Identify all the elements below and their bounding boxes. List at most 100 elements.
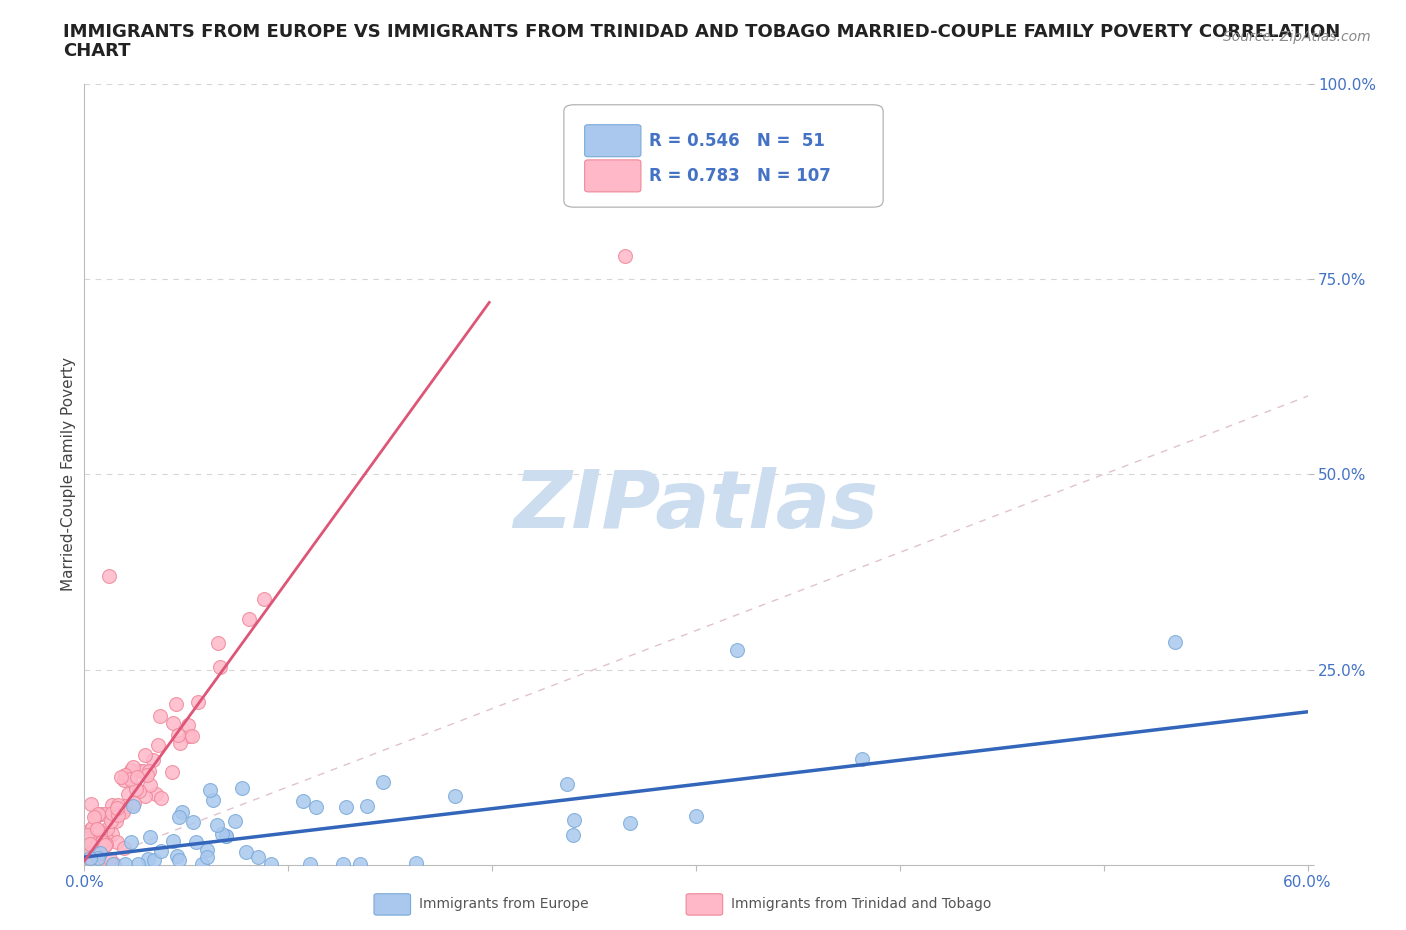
Point	[562, 828, 585, 843]
Point	[80, 857, 103, 871]
Point	[117, 786, 139, 801]
Text: IMMIGRANTS FROM EUROPE VS IMMIGRANTS FROM TRINIDAD AND TOBAGO MARRIED-COUPLE FAM: IMMIGRANTS FROM EUROPE VS IMMIGRANTS FRO…	[63, 23, 1340, 41]
Point	[100, 814, 122, 829]
Point	[150, 844, 173, 858]
Point	[86, 822, 108, 837]
Point	[335, 800, 357, 815]
Point	[77, 830, 100, 845]
Point	[169, 736, 191, 751]
Point	[685, 808, 707, 823]
Point	[96, 837, 118, 852]
Point	[107, 797, 129, 812]
Point	[125, 769, 148, 784]
Point	[80, 796, 103, 811]
Point	[215, 829, 238, 844]
Point	[725, 643, 748, 658]
Point	[167, 728, 190, 743]
Point	[89, 837, 111, 852]
Point	[112, 802, 135, 817]
Point	[128, 783, 150, 798]
Point	[103, 857, 125, 871]
Point	[231, 780, 253, 795]
Point	[114, 857, 136, 871]
Point	[120, 834, 142, 849]
Point	[214, 829, 236, 844]
Text: R = 0.783   N = 107: R = 0.783 N = 107	[650, 166, 831, 185]
Text: CHART: CHART	[63, 42, 131, 60]
FancyBboxPatch shape	[585, 160, 641, 192]
Point	[211, 827, 233, 842]
Point	[136, 767, 159, 782]
Point	[208, 659, 231, 674]
Point	[107, 807, 129, 822]
Point	[110, 770, 132, 785]
Point	[195, 842, 218, 857]
Point	[238, 612, 260, 627]
Point	[246, 849, 269, 864]
Point	[166, 849, 188, 864]
Point	[349, 857, 371, 871]
Point	[75, 857, 97, 871]
Point	[198, 782, 221, 797]
Point	[142, 752, 165, 767]
Point	[132, 764, 155, 778]
Point	[76, 833, 98, 848]
Text: ZIPatlas: ZIPatlas	[513, 467, 879, 545]
Point	[84, 809, 107, 824]
Point	[114, 773, 136, 788]
Point	[186, 834, 208, 849]
Text: Immigrants from Trinidad and Tobago: Immigrants from Trinidad and Tobago	[731, 897, 991, 911]
Point	[87, 851, 110, 866]
Point	[142, 852, 165, 867]
Point	[75, 857, 97, 871]
Point	[104, 814, 127, 829]
Point	[114, 768, 136, 783]
Point	[139, 830, 162, 844]
Point	[224, 813, 246, 828]
Point	[108, 802, 131, 817]
Point	[94, 830, 117, 845]
Point	[150, 791, 173, 806]
Point	[103, 857, 125, 871]
Point	[84, 843, 107, 857]
Point	[90, 857, 112, 871]
Point	[83, 810, 105, 825]
Point	[136, 852, 159, 867]
Point	[93, 838, 115, 853]
Point	[89, 825, 111, 840]
Point	[100, 797, 122, 812]
Point	[180, 729, 202, 744]
Point	[124, 795, 146, 810]
Point	[177, 728, 200, 743]
Point	[332, 857, 354, 871]
Point	[82, 825, 104, 840]
Point	[562, 812, 585, 827]
Point	[97, 568, 120, 583]
FancyBboxPatch shape	[585, 125, 641, 157]
Point	[112, 841, 135, 856]
Text: R = 0.546   N =  51: R = 0.546 N = 51	[650, 132, 825, 150]
Point	[80, 853, 103, 868]
Point	[124, 781, 146, 796]
Point	[201, 792, 224, 807]
Point	[138, 777, 160, 792]
Point	[149, 709, 172, 724]
Point	[195, 850, 218, 865]
Point	[86, 822, 108, 837]
Point	[77, 846, 100, 861]
Point	[235, 844, 257, 859]
Point	[83, 857, 105, 871]
Point	[371, 775, 394, 790]
Point	[90, 832, 112, 847]
Point	[127, 857, 149, 871]
Point	[76, 857, 98, 871]
Point	[98, 851, 121, 866]
Point	[444, 789, 467, 804]
Point	[90, 834, 112, 849]
Point	[90, 807, 112, 822]
Point	[76, 828, 98, 843]
Point	[87, 807, 110, 822]
Point	[79, 850, 101, 865]
Point	[205, 817, 228, 832]
Point	[405, 856, 427, 870]
